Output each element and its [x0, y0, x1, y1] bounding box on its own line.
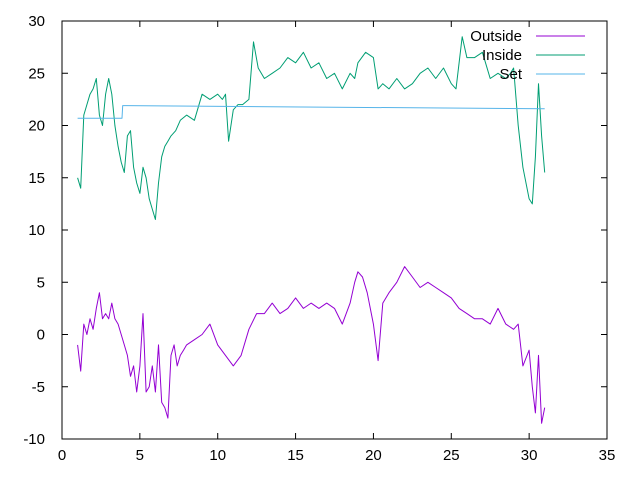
y-tick-label: 5	[37, 274, 45, 291]
x-tick-label: 20	[365, 447, 382, 464]
x-tick-label: 30	[521, 447, 538, 464]
y-tick-label: 0	[37, 327, 45, 344]
series-line-set	[77, 105, 545, 119]
legend-label: Outside	[470, 28, 522, 45]
series-line-outside	[77, 266, 546, 424]
x-tick-label: 15	[287, 447, 304, 464]
series-group	[77, 36, 546, 424]
y-tick-label: -5	[32, 379, 45, 396]
y-tick-label: -10	[23, 431, 45, 448]
y-tick-label: 15	[28, 170, 45, 187]
legend: Outside Inside Set	[470, 28, 585, 83]
y-tick-label: 10	[28, 222, 45, 239]
series-line-inside	[77, 36, 546, 220]
axis-ticks: 0 5 10 15 20 25 30 35 -10 -5 0 5 10 15 20 25 30	[23, 13, 615, 464]
x-tick-label: 10	[209, 447, 226, 464]
x-tick-label: 25	[443, 447, 460, 464]
y-tick-label: 25	[28, 65, 45, 82]
plot-frame	[61, 20, 608, 440]
x-tick-label: 0	[58, 447, 66, 464]
x-tick-label: 35	[599, 447, 616, 464]
y-tick-label: 20	[28, 118, 45, 135]
legend-label: Set	[499, 66, 522, 83]
legend-label: Inside	[482, 47, 522, 64]
y-tick-label: 30	[28, 13, 45, 30]
x-tick-label: 5	[136, 447, 144, 464]
